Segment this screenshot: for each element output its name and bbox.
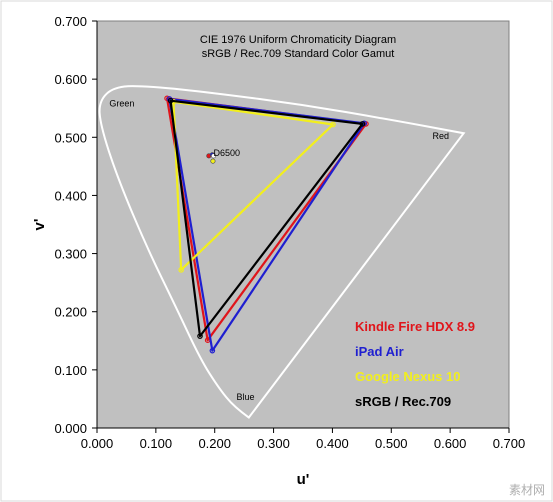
x-tick-label: 0.000	[81, 436, 114, 451]
x-tick-label: 0.400	[316, 436, 349, 451]
legend-entry: Google Nexus 10	[355, 369, 460, 384]
y-axis-title: v'	[31, 219, 48, 231]
x-tick-label: 0.600	[434, 436, 467, 451]
x-axis-title: u'	[297, 471, 310, 488]
x-tick-label: 0.200	[198, 436, 231, 451]
chart-title: CIE 1976 Uniform Chromaticity Diagram	[200, 34, 396, 46]
legend-entry: iPad Air	[355, 344, 404, 359]
region-label: Red	[432, 131, 449, 141]
region-label: Green	[109, 98, 134, 108]
y-tick-label: 0.500	[54, 130, 87, 145]
y-tick-label: 0.700	[54, 14, 87, 29]
gamut-vertex-point	[197, 333, 203, 339]
x-tick-label: 0.500	[375, 436, 408, 451]
gamut-vertex-point	[167, 97, 174, 104]
y-tick-label: 0.100	[54, 363, 87, 378]
region-label: Blue	[236, 392, 254, 402]
x-tick-label: 0.300	[257, 436, 290, 451]
gamut-vertex-point	[359, 121, 366, 127]
y-tick-label: 0.200	[54, 305, 87, 320]
y-tick-label: 0.400	[54, 188, 87, 203]
y-tick-label: 0.600	[54, 72, 87, 87]
white-point-marker	[211, 153, 217, 159]
legend-entry: Kindle Fire HDX 8.9	[355, 319, 475, 334]
gamut-vertex-point	[330, 121, 336, 128]
region-label: D6500	[214, 148, 241, 158]
plot-area	[96, 20, 510, 429]
gamut-triangle	[168, 97, 366, 352]
x-tick-label: 0.700	[493, 436, 526, 451]
gamut-triangle	[172, 100, 335, 271]
gamut-vertex-point	[209, 347, 216, 354]
legend-entry: sRGB / Rec.709	[355, 394, 451, 409]
gamut-vertex-point	[178, 267, 184, 273]
y-tick-label: 0.300	[54, 247, 87, 262]
x-tick-label: 0.100	[140, 436, 173, 451]
spectral-locus	[98, 85, 466, 419]
watermark-text: 素材网	[508, 483, 545, 497]
chart-subtitle: sRGB / Rec.709 Standard Color Gamut	[202, 48, 395, 60]
gamut-triangle	[169, 99, 364, 338]
y-tick-label: 0.000	[54, 421, 87, 436]
white-point-marker	[210, 158, 216, 164]
